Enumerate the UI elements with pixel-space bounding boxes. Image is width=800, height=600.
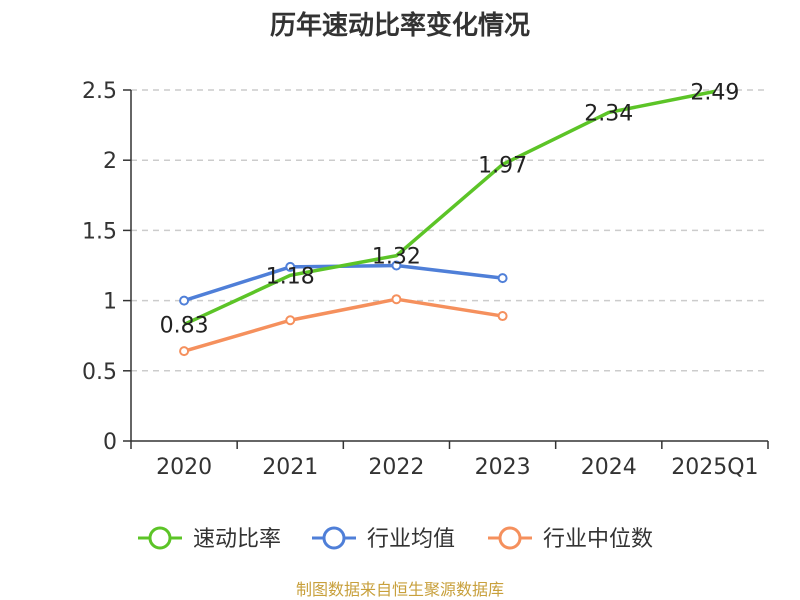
x-tick-label: 2020 — [156, 455, 212, 480]
series-layer — [179, 89, 716, 357]
data-point — [497, 273, 508, 284]
data-point — [285, 315, 296, 326]
legend-marker — [148, 526, 172, 550]
data-point — [179, 295, 190, 306]
series-line — [183, 89, 716, 327]
grid — [131, 89, 768, 372]
legend-label: 速动比率 — [193, 527, 281, 552]
data-label: 1.18 — [266, 264, 315, 289]
data-label: 1.32 — [372, 245, 421, 270]
legend: 速动比率 行业均值 行业中位数 — [138, 526, 653, 552]
y-tick-label: 1.5 — [82, 219, 117, 244]
data-labels: 0.83 1.18 1.32 1.97 2.34 2.49 — [160, 80, 740, 338]
legend-marker — [498, 526, 522, 550]
y-tick-label: 0 — [103, 430, 117, 455]
legend-label: 行业中位数 — [543, 527, 653, 552]
axes: 0 0.5 1 1.5 2 2.5 2020 2021 2022 2023 2024 2025Q1 — [82, 79, 769, 480]
data-label: 1.97 — [478, 153, 527, 178]
series-line — [183, 297, 503, 353]
chart-title: 历年速动比率变化情况 — [270, 10, 530, 41]
data-point — [497, 311, 508, 322]
data-point — [285, 261, 296, 272]
data-point — [391, 294, 402, 305]
data-label: 0.83 — [160, 313, 209, 338]
source-note: 制图数据来自恒生聚源数据库 — [296, 580, 504, 599]
data-point — [179, 346, 190, 357]
x-tick-label: 2021 — [262, 455, 318, 480]
y-tick-label: 2.5 — [82, 79, 117, 104]
x-tick-label: 2024 — [581, 455, 637, 480]
series-line — [183, 263, 503, 303]
legend-label: 行业均值 — [367, 527, 455, 552]
x-tick-label: 2025Q1 — [671, 455, 758, 480]
x-tick-label: 2023 — [475, 455, 531, 480]
y-tick-label: 2 — [103, 149, 117, 174]
legend-marker — [322, 526, 346, 550]
y-tick-label: 1 — [103, 290, 117, 315]
data-point — [391, 260, 402, 271]
x-tick-label: 2022 — [368, 455, 424, 480]
data-label: 2.34 — [584, 101, 633, 126]
data-label: 2.49 — [690, 80, 739, 105]
y-tick-label: 0.5 — [82, 360, 117, 385]
